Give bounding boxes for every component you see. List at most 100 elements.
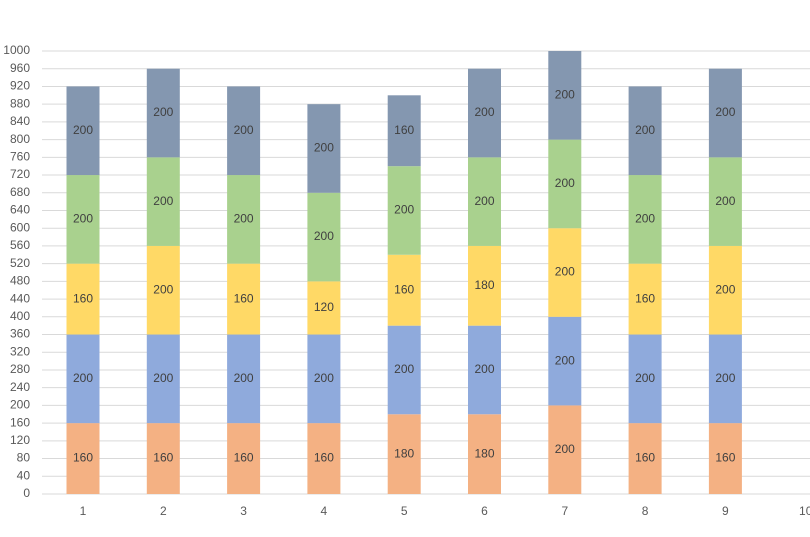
- bar-segment: [307, 423, 341, 494]
- y-tick-label: 320: [10, 344, 30, 358]
- y-tick-label: 840: [10, 114, 30, 128]
- data-label: 160: [73, 451, 93, 465]
- data-label: 160: [394, 123, 414, 137]
- data-label: 160: [635, 451, 655, 465]
- data-label: 200: [73, 212, 93, 226]
- y-tick-label: 760: [10, 149, 30, 163]
- bar-segment: [227, 263, 261, 335]
- bar-segment: [468, 414, 501, 494]
- bar-segment: [227, 334, 261, 424]
- bar-segment: [146, 245, 180, 335]
- data-label: 200: [635, 212, 655, 226]
- bar-segment: [708, 423, 742, 494]
- y-tick-label: 200: [10, 398, 30, 412]
- y-tick-label: 880: [10, 96, 30, 110]
- data-label: 200: [555, 442, 575, 456]
- y-tick-label: 120: [10, 433, 30, 447]
- y-tick-label: 920: [10, 79, 30, 93]
- x-tick-label: 6: [481, 504, 488, 518]
- y-tick-label: 80: [17, 451, 31, 465]
- data-label: 160: [73, 291, 93, 305]
- data-label: 200: [314, 371, 334, 385]
- bar-segment: [708, 157, 742, 246]
- data-label: 200: [234, 371, 254, 385]
- bar-segment: [146, 334, 180, 424]
- bar-segment: [548, 405, 582, 494]
- bar-segment: [307, 334, 341, 424]
- bar-segment: [66, 263, 100, 335]
- bar-segment: [227, 175, 261, 264]
- bar-segment: [387, 166, 421, 255]
- data-label: 200: [234, 212, 254, 226]
- data-label: 200: [234, 123, 254, 137]
- data-label: 200: [314, 141, 334, 155]
- y-tick-label: 800: [10, 132, 30, 146]
- x-tick-label: 5: [401, 504, 408, 518]
- data-label: 200: [715, 371, 735, 385]
- data-label: 200: [474, 105, 494, 119]
- y-tick-label: 560: [10, 238, 30, 252]
- y-tick-label: 680: [10, 185, 30, 199]
- bar-segment: [66, 334, 100, 424]
- bar-segment: [468, 68, 501, 158]
- x-tick-label: 10: [799, 504, 810, 518]
- data-label: 160: [234, 451, 254, 465]
- bar-segment: [628, 334, 662, 424]
- x-tick-label: 9: [722, 504, 729, 518]
- bar-segment: [548, 139, 582, 229]
- bar-segment: [708, 245, 742, 335]
- bar-segment: [628, 263, 662, 335]
- data-label: 120: [314, 300, 334, 314]
- y-tick-label: 520: [10, 256, 30, 270]
- x-tick-label: 8: [642, 504, 649, 518]
- data-label: 200: [715, 105, 735, 119]
- x-axis: 1 2 3 4 5 6 7 8 9 10: [80, 504, 810, 518]
- bar-segment: [66, 175, 100, 264]
- bar-segment: [548, 228, 582, 317]
- data-label: 200: [474, 362, 494, 376]
- bar-segment: [66, 423, 100, 494]
- data-label: 200: [153, 282, 173, 296]
- bar-segment: [307, 192, 341, 282]
- data-label: 200: [153, 371, 173, 385]
- data-labels: 160 200 160 200 200 160 200 200 200 200 160 200 160 2…: [73, 87, 736, 464]
- bar-segment: [468, 157, 501, 246]
- y-tick-label: 400: [10, 309, 30, 323]
- y-tick-label: 440: [10, 291, 30, 305]
- data-label: 200: [394, 203, 414, 217]
- data-label: 200: [555, 87, 575, 101]
- bar-segment: [708, 334, 742, 424]
- x-tick-label: 3: [240, 504, 247, 518]
- bar-segment: [548, 316, 582, 406]
- y-tick-label: 240: [10, 380, 30, 394]
- data-label: 160: [234, 291, 254, 305]
- bar-segment: [628, 423, 662, 494]
- y-axis: 0 40 80 120 160 200 240 280 320 360 400 440 480 520 56…: [3, 43, 30, 500]
- data-label: 200: [474, 194, 494, 208]
- y-tick-label: 480: [10, 274, 30, 288]
- bar-segment: [66, 86, 100, 176]
- bar-segment: [387, 325, 421, 415]
- y-tick-label: 160: [10, 415, 30, 429]
- data-label: 180: [394, 446, 414, 460]
- bar-segment: [146, 157, 180, 246]
- data-label: 200: [73, 371, 93, 385]
- data-label: 200: [555, 353, 575, 367]
- data-label: 200: [394, 362, 414, 376]
- x-tick-label: 7: [561, 504, 568, 518]
- x-tick-label: 2: [160, 504, 167, 518]
- data-label: 160: [314, 451, 334, 465]
- data-label: 200: [635, 123, 655, 137]
- y-tick-label: 1000: [3, 43, 30, 57]
- bar-segment: [628, 86, 662, 176]
- bar-segment: [146, 68, 180, 158]
- bar-segment: [227, 86, 261, 176]
- bar-segment: [708, 68, 742, 158]
- bar-segment: [146, 423, 180, 494]
- bar-segment: [468, 245, 501, 326]
- data-label: 180: [474, 278, 494, 292]
- y-tick-label: 960: [10, 61, 30, 75]
- data-label: 200: [555, 176, 575, 190]
- bar-segment: [227, 423, 261, 494]
